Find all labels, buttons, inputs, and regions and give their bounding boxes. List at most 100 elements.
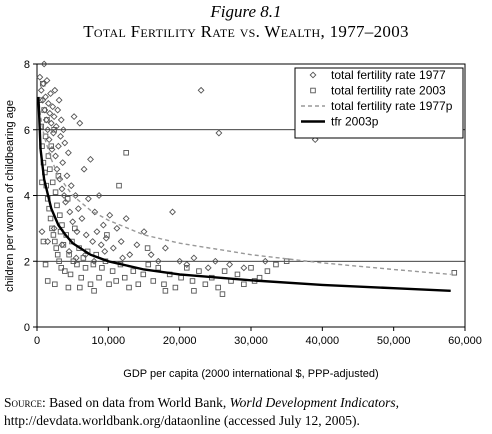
data-point xyxy=(178,274,184,281)
data-point xyxy=(72,225,78,232)
data-point xyxy=(54,202,60,209)
data-point xyxy=(77,284,83,291)
data-point xyxy=(47,166,53,172)
data-point xyxy=(95,192,103,199)
data-point xyxy=(44,100,52,107)
data-point xyxy=(49,225,55,232)
data-point xyxy=(241,281,247,288)
data-point xyxy=(52,152,59,160)
data-point xyxy=(51,126,57,133)
data-point xyxy=(283,258,290,265)
x-tick-label: 50,000 xyxy=(377,335,411,347)
data-point xyxy=(240,264,248,272)
legend-label: total fertility rate 1977 xyxy=(331,68,446,82)
data-point xyxy=(109,244,117,252)
data-point xyxy=(44,117,50,123)
data-point xyxy=(37,86,45,94)
data-point xyxy=(59,126,67,134)
data-point xyxy=(39,80,46,87)
data-point xyxy=(122,215,130,222)
data-point xyxy=(154,257,162,265)
data-point xyxy=(89,238,97,245)
data-point xyxy=(90,257,98,265)
data-point xyxy=(44,126,52,134)
data-point xyxy=(62,268,68,274)
data-point xyxy=(64,196,71,202)
data-point xyxy=(84,195,92,203)
data-point xyxy=(126,251,134,259)
data-point xyxy=(311,136,319,144)
data-point xyxy=(451,270,458,276)
data-point xyxy=(38,228,46,236)
data-point xyxy=(248,265,254,271)
data-point xyxy=(54,106,62,114)
data-point xyxy=(221,268,228,274)
data-point xyxy=(66,208,74,216)
data-point xyxy=(66,251,72,258)
y-axis-label: children per woman of childbearing age xyxy=(4,100,16,292)
data-point xyxy=(54,251,61,258)
data-point xyxy=(51,86,59,94)
data-point xyxy=(91,208,99,216)
data-point xyxy=(60,242,67,248)
data-point xyxy=(70,113,78,121)
data-point xyxy=(82,265,89,271)
data-point xyxy=(161,244,169,252)
data-point xyxy=(150,278,157,284)
data-point xyxy=(264,268,271,274)
legend-label: total fertility rate 2003 xyxy=(331,84,446,98)
source-note: Source: Based on data from World Bank, W… xyxy=(4,394,490,430)
y-tick-label: 4 xyxy=(24,191,30,203)
data-point xyxy=(42,93,49,101)
data-point xyxy=(87,281,94,288)
data-point xyxy=(67,271,74,278)
data-point xyxy=(184,265,190,271)
x-tick-label: 20,000 xyxy=(163,335,197,347)
data-point xyxy=(57,212,63,218)
data-point xyxy=(106,281,112,288)
data-point xyxy=(101,247,109,255)
data-point xyxy=(106,211,114,219)
data-point xyxy=(61,139,69,147)
data-point xyxy=(169,208,176,216)
data-point xyxy=(55,173,62,179)
y-tick-label: 6 xyxy=(24,125,30,137)
data-point xyxy=(126,284,132,291)
data-point xyxy=(80,255,87,261)
data-point xyxy=(144,245,151,251)
data-point xyxy=(57,116,65,124)
source-prefix: Source: xyxy=(4,395,46,410)
x-tick-label: 10,000 xyxy=(92,335,126,347)
data-point xyxy=(50,224,58,232)
data-point xyxy=(97,241,105,249)
data-point xyxy=(190,254,198,262)
axes-layer: 0 2 4 6 8 0 10,000 20,000 30,000 40,000 50,000 60,0… xyxy=(24,59,482,347)
data-point xyxy=(55,96,63,104)
data-point xyxy=(147,251,155,259)
data-point xyxy=(87,155,94,163)
data-point xyxy=(215,284,221,291)
data-point xyxy=(183,261,191,268)
data-point xyxy=(161,281,167,288)
data-point xyxy=(60,192,68,199)
data-point xyxy=(45,153,52,159)
data-point xyxy=(59,159,67,167)
figure-title: Total Fertility Rate vs. Wealth, 1977–20… xyxy=(83,22,409,41)
legend-label: tfr 2003p xyxy=(331,115,379,129)
data-point xyxy=(104,232,110,238)
source-publication: World Development Indicators, xyxy=(229,395,400,410)
data-point xyxy=(72,192,79,199)
x-axis-label: GDP per capita (2000 international $, PP… xyxy=(123,368,378,380)
data-point xyxy=(155,265,162,271)
series-line-solid xyxy=(37,96,451,292)
chart: 0 2 4 6 8 0 10,000 20,000 30,000 40,000 50,000 60,0… xyxy=(4,59,482,380)
source-text-2: http://devdata.worldbank.org/dataonline … xyxy=(4,413,360,428)
data-point xyxy=(43,77,51,84)
data-point xyxy=(50,232,57,238)
data-point xyxy=(46,109,54,117)
source-text-1: Based on data from World Bank, xyxy=(45,395,230,410)
data-point xyxy=(99,265,105,271)
y-tick-label: 8 xyxy=(24,59,30,71)
data-point xyxy=(172,284,179,291)
data-point xyxy=(191,288,197,294)
